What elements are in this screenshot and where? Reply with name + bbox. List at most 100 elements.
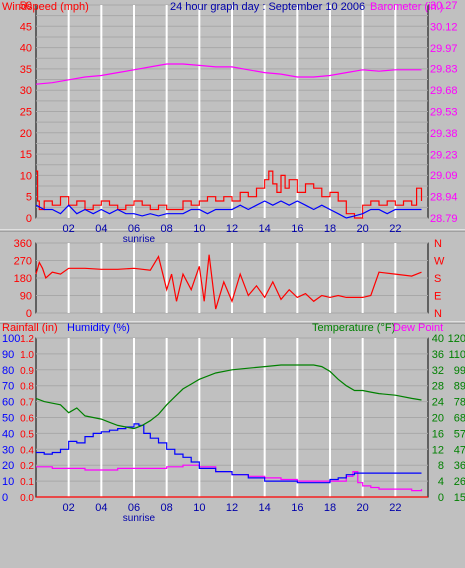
celsius-tick-label: 8 <box>438 460 444 472</box>
direction-tick-label: 90 <box>20 291 32 303</box>
rain-tick-label: 0.8 <box>20 382 34 393</box>
y-axis-label: Windspeed (mph) <box>2 1 89 13</box>
direction-tick-label: 0 <box>26 308 32 320</box>
x-tick-label: 14 <box>259 502 271 514</box>
x-tick-label: 20 <box>357 223 369 235</box>
rain-tick-label: 1.2 <box>20 334 34 345</box>
humidity-tick-label: 100 <box>2 333 20 345</box>
dewpoint-axis-label: Dew Point <box>393 322 443 334</box>
x-tick-label: 16 <box>291 502 303 514</box>
y-tick-label: 20 <box>20 128 32 140</box>
fahrenheit-tick-label: 68 <box>454 413 465 425</box>
y2-tick-label: 29.38 <box>430 128 458 140</box>
humidity-tick-label: 0 <box>2 492 8 504</box>
temperature-axis-label: Temperature (°F) <box>312 322 395 334</box>
y-tick-label: 10 <box>20 170 32 182</box>
y-tick-label: 15 <box>20 149 32 161</box>
humidity-tick-label: 40 <box>2 428 14 440</box>
sunrise-label: sunrise <box>123 234 156 245</box>
fahrenheit-tick-label: 89 <box>454 381 465 393</box>
celsius-tick-label: 28 <box>432 381 444 393</box>
temperature-line <box>35 364 422 430</box>
direction-tick-label: 180 <box>14 273 32 285</box>
y-tick-label: 40 <box>20 43 32 55</box>
rain-tick-label: 0.6 <box>20 414 34 425</box>
rain-tick-label: 0.4 <box>20 445 34 456</box>
y-tick-label: 50 <box>20 0 32 12</box>
rainfall-axis-label: Rainfall (in) <box>2 322 58 334</box>
direction-tick-label: 270 <box>14 256 32 268</box>
humidity-tick-label: 70 <box>2 381 14 393</box>
x-tick-label: 18 <box>324 502 336 514</box>
rain-tick-label: 1.0 <box>20 350 34 361</box>
x-tick-label: 22 <box>389 223 401 235</box>
y-tick-label: 30 <box>20 85 32 97</box>
fahrenheit-tick-label: 110 <box>448 349 465 361</box>
windspeed-line <box>36 170 423 219</box>
y2-axis-label: Barometer (in.) <box>370 1 443 13</box>
barometer-line <box>35 63 422 85</box>
celsius-tick-label: 4 <box>438 476 444 488</box>
humidity-tick-label: 50 <box>2 413 14 425</box>
fahrenheit-tick-label: 99 <box>454 365 465 377</box>
y-tick-label: 5 <box>26 192 32 204</box>
x-tick-label: 16 <box>291 223 303 235</box>
y2-tick-label: 29.97 <box>430 43 458 55</box>
celsius-tick-label: 16 <box>432 428 444 440</box>
fahrenheit-tick-label: 57 <box>454 428 465 440</box>
humidity-tick-label: 90 <box>2 349 14 361</box>
x-tick-label: 12 <box>226 223 238 235</box>
y2-tick-label: 30.12 <box>430 22 458 34</box>
y2-tick-label: 30.27 <box>430 0 458 12</box>
y-tick-label: 35 <box>20 64 32 76</box>
x-tick-label: 18 <box>324 223 336 235</box>
fahrenheit-tick-label: 120 <box>448 333 465 345</box>
compass-tick-label: N <box>434 308 442 320</box>
x-tick-label: 06 <box>128 223 140 235</box>
compass-tick-label: W <box>434 256 445 268</box>
celsius-tick-label: 24 <box>432 397 444 409</box>
humidity-tick-label: 30 <box>2 444 14 456</box>
humidity-tick-label: 80 <box>2 365 14 377</box>
humidity-line <box>36 423 422 484</box>
humidity-tick-label: 20 <box>2 460 14 472</box>
x-tick-label: 08 <box>161 502 173 514</box>
x-tick-label: 04 <box>95 223 107 235</box>
compass-tick-label: N <box>434 238 442 250</box>
rain-tick-label: 0.0 <box>20 493 34 504</box>
humidity-tick-label: 60 <box>2 397 14 409</box>
y2-tick-label: 28.79 <box>430 213 458 225</box>
dewpoint-line <box>36 464 423 492</box>
compass-tick-label: S <box>434 273 441 285</box>
rain-tick-label: 0.9 <box>20 366 34 377</box>
direction-tick-label: 360 <box>14 238 32 250</box>
y2-tick-label: 29.53 <box>430 107 458 119</box>
x-tick-label: 06 <box>128 502 140 514</box>
fahrenheit-tick-label: 36 <box>454 460 465 472</box>
y-tick-label: 0 <box>26 213 32 225</box>
x-tick-label: 02 <box>63 223 75 235</box>
humidity-axis-label: Humidity (%) <box>67 322 130 334</box>
y-tick-label: 25 <box>20 107 32 119</box>
x-tick-label: 10 <box>193 502 205 514</box>
celsius-tick-label: 40 <box>432 333 444 345</box>
x-tick-label: 12 <box>226 502 238 514</box>
sunrise-label: sunrise <box>123 513 156 524</box>
x-tick-label: 14 <box>259 223 271 235</box>
celsius-tick-label: 0 <box>438 492 444 504</box>
y-tick-label: 45 <box>20 21 32 33</box>
rain-tick-label: 0.7 <box>20 398 34 409</box>
compass-tick-label: E <box>434 291 441 303</box>
humidity-tick-label: 10 <box>2 476 14 488</box>
chart-title: 24 hour graph day : September 10 2006 <box>170 1 365 13</box>
wind-direction-line <box>35 254 422 310</box>
y2-tick-label: 29.23 <box>430 150 458 162</box>
x-tick-label: 10 <box>193 223 205 235</box>
x-tick-label: 22 <box>389 502 401 514</box>
celsius-tick-label: 36 <box>432 349 444 361</box>
fahrenheit-tick-label: 78 <box>454 397 465 409</box>
fahrenheit-tick-label: 26 <box>454 476 465 488</box>
rain-tick-label: 0.5 <box>20 429 34 440</box>
